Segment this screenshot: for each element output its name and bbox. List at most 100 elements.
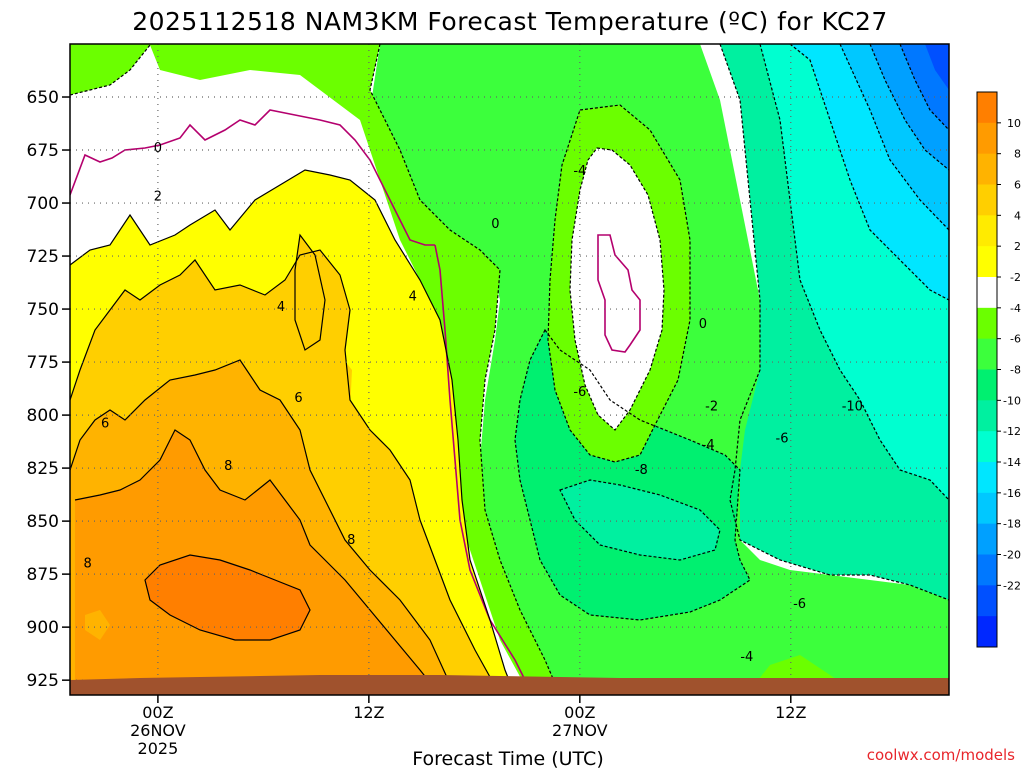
colorbar-swatch (977, 307, 997, 340)
colorbar-swatch (977, 277, 997, 309)
colorbar-swatch (977, 122, 997, 155)
colorbar-tick-label: -4 (1010, 302, 1021, 315)
colorbar-tick-label: -20 (1003, 549, 1021, 562)
colorbar-swatch (977, 184, 997, 216)
contour-10 (144, 554, 311, 641)
colorbar-tick-label: 2 (1014, 240, 1021, 253)
contour-minus2 (70, 44, 561, 695)
contour-label: -4 (702, 438, 715, 453)
contour-minus8 (559, 479, 721, 561)
colorbar-tick-label: 10 (1007, 117, 1021, 130)
y-tick-label: 900 (27, 618, 59, 638)
contour-minus10 (719, 44, 949, 601)
x-tick-label: 2025 (138, 739, 179, 758)
plot-fields (70, 44, 949, 695)
pocket-white-final (570, 148, 664, 430)
colorbar-swatch (977, 246, 997, 278)
colorbar-tick-label: -12 (1003, 425, 1021, 438)
contour-label: 4 (277, 300, 285, 315)
contour-minus20 (899, 44, 949, 131)
x-axis-title: Forecast Time (UTC) (412, 748, 603, 768)
chart-title: 2025112518 NAM3KM Forecast Temperature (… (132, 7, 888, 36)
contour-label: -4 (740, 650, 753, 665)
contour-label: 2 (154, 190, 162, 205)
contour-0-upper (70, 109, 435, 246)
contour-label: 6 (101, 417, 109, 432)
contour-6 (70, 359, 456, 695)
contour-label: -8 (635, 463, 648, 478)
pocket-6-right (365, 452, 380, 470)
contour-2 (70, 169, 516, 695)
contour-label: -4 (573, 164, 586, 179)
contour-minus16 (839, 44, 949, 231)
contour-minus12 (759, 44, 949, 501)
x-tick-label: 27NOV (552, 721, 608, 740)
colorbar-swatch (977, 92, 997, 124)
colorbar-swatch (977, 523, 997, 555)
x-tick-label: 00Z (564, 703, 595, 722)
y-tick-label: 850 (27, 512, 59, 532)
band-10-12 (145, 555, 310, 640)
x-tick-label: 12Z (353, 703, 384, 722)
contour-labels: 0 2 0 4 4 6 6 8 8 8 -4 0 -6 -2 -4 -6 -8 -10 -6 -4 (83, 141, 863, 665)
contour-label: 8 (347, 533, 355, 548)
contour-minus6 (514, 328, 751, 621)
y-tick-label: 925 (27, 671, 59, 691)
contour-4-pocket (294, 233, 326, 351)
y-tick-label: 875 (27, 565, 59, 585)
contour-minus4 (547, 104, 691, 463)
colorbar-tick-label: -18 (1003, 518, 1021, 531)
colorbar-tick-label: -6 (1010, 333, 1021, 346)
x-tick-label: 00Z (142, 703, 173, 722)
contour-minus2-pocket (569, 147, 665, 431)
y-tick-label: 775 (27, 353, 59, 373)
contour-label: -6 (793, 597, 806, 612)
y-tick-label: 750 (27, 300, 59, 320)
contour-0-lower (434, 244, 531, 691)
contour-minus18 (869, 44, 949, 171)
pocket-4 (295, 235, 325, 350)
colorbar-swatch (977, 153, 997, 185)
contour-label: 8 (83, 557, 91, 572)
colorbar-tick-label: -8 (1010, 364, 1021, 377)
band-minus8-redraw (560, 480, 720, 560)
contour-label: -10 (842, 400, 863, 415)
colorbar-swatch (977, 431, 997, 463)
band-minus2-minus4 (70, 44, 560, 695)
colorbar-tick-label: 4 (1014, 209, 1021, 222)
colorbar: 10 8 6 4 2 -2 -4 -6 -8 -10 -12 -14 -16 -18 -20 -22 (976, 91, 1021, 648)
contour-label: 6 (294, 391, 302, 406)
contour-minus14 (789, 44, 949, 301)
contour-8 (74, 429, 441, 695)
y-tick-label: 825 (27, 459, 59, 479)
contour-0-pocket (597, 234, 641, 353)
colorbar-tick-label: -10 (1003, 394, 1021, 407)
contour-label: 0 (699, 317, 707, 332)
colorbar-swatch (977, 554, 997, 586)
contour-label: 0 (154, 141, 162, 156)
contour-lines (70, 44, 949, 695)
contour-label: -2 (705, 400, 718, 415)
colorbar-tick-label: -22 (1003, 579, 1021, 592)
colorbar-swatch (977, 400, 997, 432)
plot-frame (69, 43, 950, 696)
contour-label: 8 (224, 459, 232, 474)
band-minus22-minus24 (925, 44, 949, 90)
y-tick-label: 675 (27, 141, 59, 161)
pocket-8-left (85, 610, 110, 640)
contour-4 (70, 249, 501, 695)
y-tick-label: 700 (27, 194, 59, 214)
colorbar-swatch (977, 492, 997, 525)
y-axis: 650 675 700 725 750 775 800 825 850 875 900 925 (27, 88, 70, 691)
colorbar-tick-label: -16 (1003, 487, 1021, 500)
ground-terrain (70, 675, 949, 695)
contour-label: -6 (776, 431, 789, 446)
contour-label: -6 (573, 385, 586, 400)
credit-link[interactable]: coolwx.com/models (867, 746, 1015, 764)
colorbar-tick-label: 6 (1014, 179, 1021, 192)
contour-label: 0 (491, 217, 499, 232)
colorbar-swatch (977, 585, 997, 617)
colorbar-swatch (977, 338, 997, 370)
